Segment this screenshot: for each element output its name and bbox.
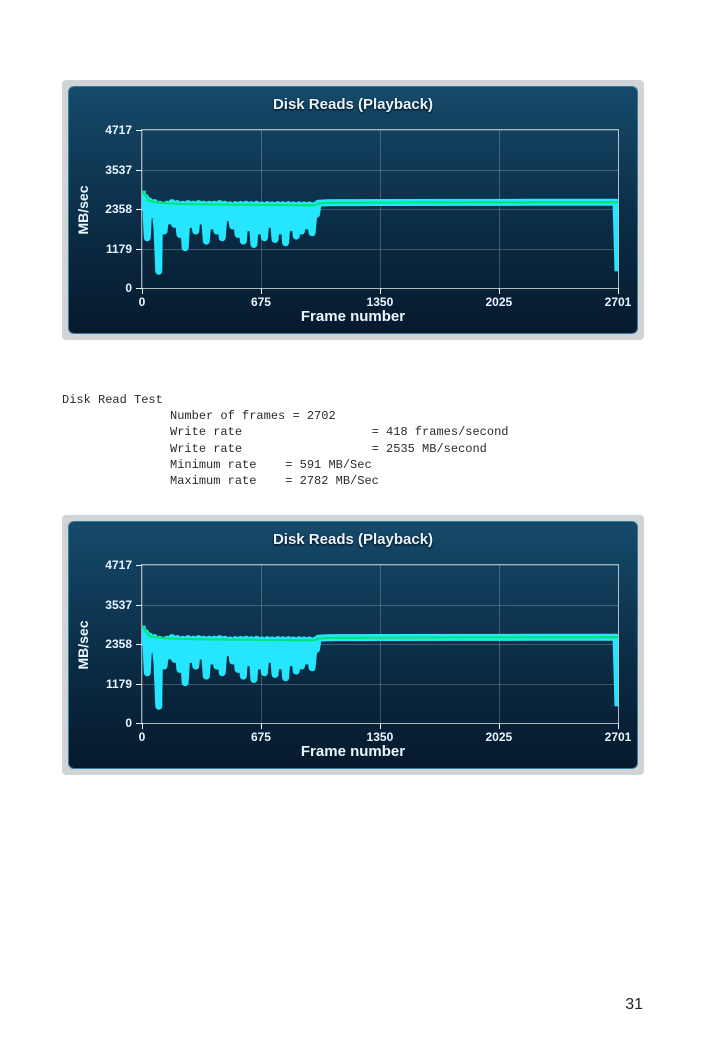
- y-tick-label: 2358: [105, 203, 132, 215]
- y-tick-label: 0: [125, 282, 132, 294]
- y-tick-label: 0: [125, 717, 132, 729]
- y-tick-label: 3537: [105, 599, 132, 611]
- chart-title: Disk Reads (Playback): [69, 87, 637, 113]
- chart-title: Disk Reads (Playback): [69, 522, 637, 548]
- page-number: 31: [625, 996, 643, 1014]
- disk-read-test-text: Disk Read Test Number of frames = 2702 W…: [62, 392, 644, 489]
- y-tick-label: 4717: [105, 124, 132, 136]
- x-tick-label: 675: [251, 296, 271, 308]
- x-tick-label: 1350: [367, 731, 394, 743]
- x-tick-label: 0: [139, 296, 146, 308]
- chart-card: Disk Reads (Playback) MB/sec Frame numbe…: [62, 515, 644, 775]
- plot-area: 011792358353747170675135020252701: [141, 564, 619, 724]
- chart-panel: Disk Reads (Playback) MB/sec Frame numbe…: [68, 521, 638, 769]
- x-tick-label: 2701: [605, 296, 632, 308]
- x-axis-title: Frame number: [69, 308, 637, 325]
- y-axis-title: MB/sec: [75, 620, 91, 669]
- x-axis-title: Frame number: [69, 743, 637, 760]
- x-tick-label: 2025: [486, 731, 513, 743]
- x-tick-label: 2025: [486, 296, 513, 308]
- plot-area: 011792358353747170675135020252701: [141, 129, 619, 289]
- y-axis-title: MB/sec: [75, 185, 91, 234]
- x-tick-label: 1350: [367, 296, 394, 308]
- y-tick-label: 4717: [105, 559, 132, 571]
- y-tick-label: 1179: [106, 243, 132, 255]
- chart-panel: Disk Reads (Playback) MB/sec Frame numbe…: [68, 86, 638, 334]
- y-tick-label: 1179: [106, 678, 132, 690]
- y-tick-label: 3537: [105, 164, 132, 176]
- x-tick-label: 2701: [605, 731, 632, 743]
- x-tick-label: 675: [251, 731, 271, 743]
- x-tick-label: 0: [139, 731, 146, 743]
- chart-card: Disk Reads (Playback) MB/sec Frame numbe…: [62, 80, 644, 340]
- y-tick-label: 2358: [105, 638, 132, 650]
